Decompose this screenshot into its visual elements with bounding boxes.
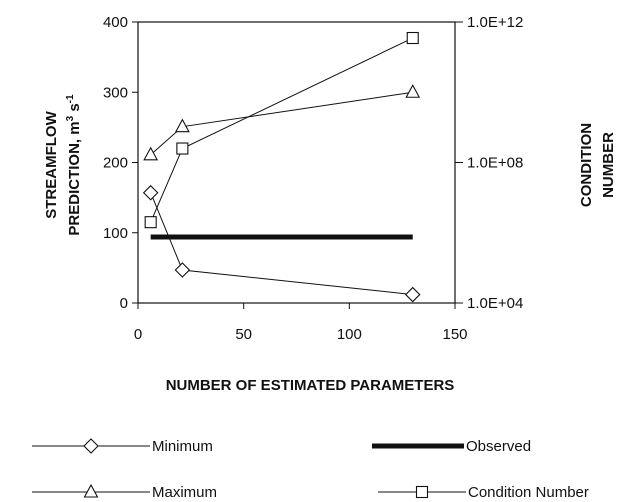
legend-marker-condition-number <box>415 485 429 499</box>
series-lines <box>150 37 413 296</box>
x-axis-title: NUMBER OF ESTIMATED PARAMETERS <box>166 377 455 394</box>
series-line-minimum <box>150 192 413 296</box>
x-axis-ticks: 0 50 100 150 <box>134 303 468 343</box>
y-axis-title-line1: STREAMFLOW <box>43 110 60 218</box>
plot-area-frame <box>137 21 456 304</box>
data-point-maximum <box>174 118 190 133</box>
y2-tick-label: 1.0E+08 <box>467 155 523 172</box>
y-axis-ticks: 0 100 200 300 400 <box>103 14 138 312</box>
legend-label-minimum: Minimum <box>152 438 213 455</box>
data-point-condition-number <box>406 31 419 45</box>
data-point-minimum <box>404 286 421 303</box>
y-tick-label: 0 <box>120 295 128 312</box>
y-axis-title-main: PREDICTION, m <box>66 121 83 235</box>
x-tick-label: 100 <box>337 326 362 343</box>
y-tick-label: 200 <box>103 155 128 172</box>
y2-axis-title-line1: CONDITION <box>578 123 595 207</box>
y-tick-label: 300 <box>103 84 128 101</box>
legend-label-maximum: Maximum <box>152 484 217 501</box>
x-tick-label: 50 <box>235 326 252 343</box>
y-tick-label: 100 <box>103 225 128 242</box>
y2-axis-ticks: 1.0E+04 1.0E+08 1.0E+12 <box>455 14 523 312</box>
y-axis-title-unit: s <box>66 103 83 116</box>
data-point-condition-number <box>144 216 157 229</box>
y-tick-label: 400 <box>103 14 128 31</box>
y2-tick-label: 1.0E+12 <box>467 14 523 31</box>
legend-label-condition-number: Condition Number <box>468 484 589 501</box>
data-point-minimum <box>142 184 159 201</box>
y2-tick-label: 1.0E+04 <box>467 295 523 312</box>
legend-label-observed: Observed <box>466 438 531 455</box>
axes <box>137 21 456 304</box>
legend: Minimum Observed Maximum Condition Number <box>32 438 589 501</box>
data-point-minimum <box>174 262 191 278</box>
x-tick-label: 150 <box>442 326 467 343</box>
x-tick-label: 0 <box>134 326 142 343</box>
data-point-maximum <box>405 84 421 98</box>
legend-marker-maximum <box>83 483 99 498</box>
data-point-maximum <box>143 146 159 161</box>
series-markers <box>142 31 421 303</box>
y-axis-title-line2: PREDICTION, m3 s-1 <box>65 94 83 236</box>
data-point-condition-number <box>176 142 189 155</box>
y-axis-title-sup2: -1 <box>65 94 76 103</box>
y2-axis-title-line2: NUMBER <box>600 132 617 198</box>
legend-marker-minimum <box>83 438 99 454</box>
series-line-condition-number <box>150 37 413 223</box>
y-axis-title-sup1: 3 <box>65 115 76 121</box>
